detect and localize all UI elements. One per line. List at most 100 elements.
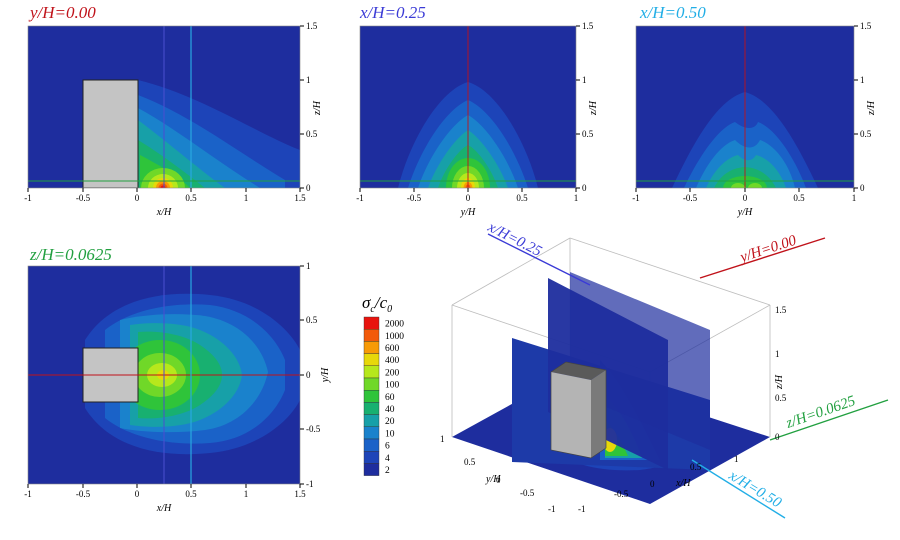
axis-3d-z: 1.5 1 0.5 0 z/H bbox=[774, 305, 787, 442]
tick-label: 1 bbox=[440, 434, 445, 444]
panel-y0-xticks: -1 -0.5 0 0.5 1 1.5 bbox=[24, 188, 306, 203]
slice-label-z00625-text: z/H=0.0625 bbox=[783, 393, 858, 432]
building-top bbox=[551, 362, 606, 380]
panel-z00625-contours bbox=[28, 266, 300, 484]
tick-label: 0.5 bbox=[690, 462, 702, 472]
tick-label: 0.5 bbox=[185, 193, 197, 203]
tick-label: 0 bbox=[743, 193, 748, 203]
tick-label: -0.5 bbox=[76, 193, 91, 203]
tick-label: 0.5 bbox=[775, 393, 787, 403]
tick-label: 0 bbox=[775, 432, 780, 442]
contour-level-100 bbox=[731, 183, 745, 188]
legend-swatch bbox=[363, 365, 380, 379]
slice-label-y0: y/H=0.00 bbox=[699, 233, 826, 279]
panel-x025: x/H=0.25 -1 -0.5 0 0.5 1 y/H 0 bbox=[356, 3, 599, 218]
panel-x050-yticks: 0 0.5 1 1.5 bbox=[854, 21, 872, 193]
panel-z00625-yticks: -1 -0.5 0 0.5 1 bbox=[300, 261, 321, 489]
y-axis-label: z/H bbox=[866, 100, 877, 116]
legend-title: σc/c0 bbox=[362, 293, 392, 315]
panel-x050: x/H=0.50 -1 -0.5 0 0.5 1 y/H 0 0.5 1 bbox=[632, 3, 877, 218]
tick-label: -1 bbox=[306, 479, 314, 489]
y-axis-label: z/H bbox=[588, 100, 599, 116]
x-axis-label: x/H bbox=[156, 207, 172, 218]
slice-label-y0-text: y/H=0.00 bbox=[736, 233, 799, 267]
legend-swatch bbox=[363, 353, 380, 367]
legend-label: 60 bbox=[385, 393, 395, 403]
tick-label: 0.5 bbox=[516, 193, 528, 203]
contour-level-100 bbox=[748, 183, 762, 188]
legend-label: 2 bbox=[385, 466, 390, 476]
building-outline bbox=[550, 361, 607, 459]
slice-label-x050: x/H=0.50 bbox=[691, 459, 786, 519]
legend-label: 1000 bbox=[385, 332, 404, 342]
slice-label-x025-text: x/H=0.25 bbox=[484, 219, 544, 260]
y-axis-label: z/H bbox=[312, 100, 323, 116]
tick-label: 0 bbox=[306, 183, 311, 193]
panel-x025-xticks: -1 -0.5 0 0.5 1 bbox=[356, 188, 578, 203]
panel-y0-contours bbox=[28, 26, 300, 188]
tick-label: -1 bbox=[356, 193, 364, 203]
z-axis-label-3d: z/H bbox=[774, 374, 785, 390]
legend-label: 4 bbox=[385, 454, 390, 464]
building bbox=[82, 79, 139, 188]
tick-label: 0 bbox=[466, 193, 471, 203]
legend-swatch bbox=[363, 463, 380, 476]
panel-z00625-title: z/H=0.0625 bbox=[29, 245, 112, 264]
tick-label: 1 bbox=[306, 75, 311, 85]
tick-label: -1 bbox=[24, 489, 32, 499]
tick-label: 0 bbox=[860, 183, 865, 193]
legend-swatch bbox=[363, 377, 380, 391]
panel-3d: x/H=0.25 y/H=0.00 z/H=0.0625 x/H=0.50 1.… bbox=[440, 219, 889, 519]
tick-label: 0 bbox=[306, 370, 311, 380]
tick-label: 0.5 bbox=[464, 457, 476, 467]
tick-label: 0.5 bbox=[306, 129, 318, 139]
tick-label: -0.5 bbox=[520, 488, 535, 498]
tick-label: 0.5 bbox=[793, 193, 805, 203]
legend-label: 100 bbox=[385, 381, 400, 391]
tick-label: 1 bbox=[574, 193, 579, 203]
legend-swatch bbox=[363, 426, 380, 440]
tick-label: -0.5 bbox=[76, 489, 91, 499]
tick-label: 1 bbox=[734, 454, 739, 464]
tick-label: -0.5 bbox=[683, 193, 698, 203]
colorbar-legend: σc/c0 2000 1000 600 400 200 100 60 40 20 10 6 4 2 bbox=[362, 293, 404, 476]
panel-y0-yticks: 0 0.5 1 1.5 bbox=[300, 21, 318, 193]
panel-x050-contours bbox=[636, 26, 854, 188]
panel-y0-frame bbox=[27, 25, 301, 189]
tick-label: 0.5 bbox=[860, 129, 872, 139]
y-axis-label-3d: y/H bbox=[485, 474, 501, 485]
tick-label: 0 bbox=[650, 479, 655, 489]
tick-label: 0.5 bbox=[582, 129, 594, 139]
slice-label-z00625: z/H=0.0625 bbox=[769, 393, 889, 441]
tick-label: -0.5 bbox=[306, 424, 321, 434]
tick-label: 1.5 bbox=[294, 193, 306, 203]
legend-label: 2000 bbox=[385, 320, 404, 330]
tick-label: 1.5 bbox=[582, 21, 594, 31]
panel-x025-yticks: 0 0.5 1 1.5 bbox=[576, 21, 594, 193]
panel-y0-title: y/H=0.00 bbox=[28, 3, 96, 22]
x-axis-label: y/H bbox=[460, 207, 476, 218]
tick-label: 1.5 bbox=[775, 305, 787, 315]
legend-swatch bbox=[363, 438, 380, 452]
panel-z00625: z/H=0.0625 -1 -0.5 0 0.5 1 1.5 x/H bbox=[24, 245, 331, 514]
tick-label: -1 bbox=[632, 193, 640, 203]
tick-label: 0 bbox=[582, 183, 587, 193]
slice-label-x050-text: x/H=0.50 bbox=[725, 467, 784, 511]
panel-x025-contours bbox=[360, 26, 576, 188]
axis-3d-x: -1 -0.5 0 0.5 1 x/H bbox=[578, 454, 739, 514]
tick-label: 1 bbox=[244, 489, 249, 499]
tick-label: 0 bbox=[135, 193, 140, 203]
legend-label: 40 bbox=[385, 405, 395, 415]
tick-label: -0.5 bbox=[407, 193, 422, 203]
tick-label: 1 bbox=[244, 193, 249, 203]
panel-x050-title: x/H=0.50 bbox=[639, 3, 706, 22]
tick-label: -1 bbox=[548, 504, 556, 514]
tick-label: 0.5 bbox=[185, 489, 197, 499]
axis-3d-y: 1 0.5 0 -0.5 -1 y/H bbox=[440, 434, 556, 514]
legend-swatches: 2000 1000 600 400 200 100 60 40 20 10 6 4 2 bbox=[363, 316, 404, 476]
tick-label: -1 bbox=[24, 193, 32, 203]
tick-label: 1 bbox=[852, 193, 857, 203]
legend-swatch bbox=[363, 316, 380, 330]
legend-swatch bbox=[363, 341, 380, 354]
